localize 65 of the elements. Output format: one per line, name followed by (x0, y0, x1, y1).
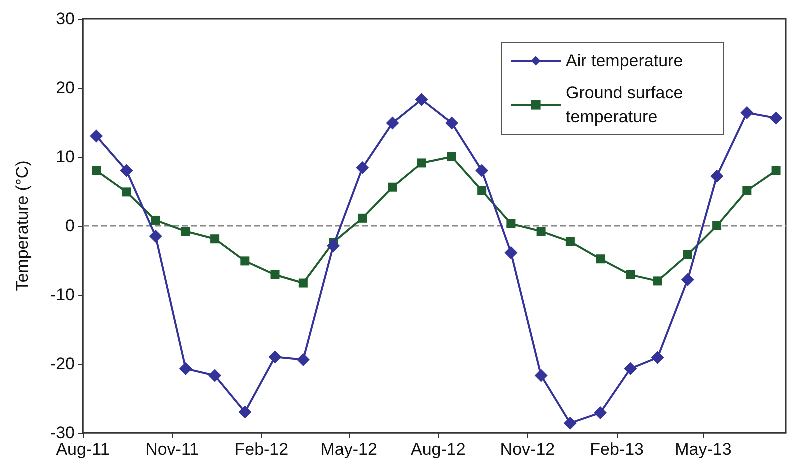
point (240, 256, 250, 266)
point (564, 416, 577, 430)
point (238, 406, 252, 419)
point (624, 362, 638, 376)
point (296, 353, 310, 366)
y-tick-label: 20 (56, 78, 75, 98)
y-tick-label: 10 (56, 148, 75, 166)
point (268, 350, 282, 364)
point (594, 406, 608, 420)
point (772, 166, 781, 176)
x-tick-label: Aug-11 (56, 440, 110, 459)
point (504, 246, 518, 260)
point (447, 152, 456, 162)
x-tick-label: Aug-12 (410, 440, 466, 459)
point (149, 230, 162, 243)
x-tick-label: Feb-12 (234, 440, 289, 459)
point (566, 237, 575, 246)
point (298, 278, 308, 288)
y-tick-label: -20 (50, 354, 75, 374)
legend-label: Air temperature (566, 52, 684, 70)
y-tick-label: -30 (50, 424, 75, 442)
point (536, 227, 546, 236)
point (358, 214, 368, 223)
y-tick-label: 30 (56, 10, 75, 28)
y-tick-label: 0 (66, 216, 75, 236)
point (651, 351, 664, 364)
point (120, 164, 134, 178)
point (181, 227, 190, 236)
point (596, 254, 606, 264)
point (179, 362, 192, 376)
point (742, 186, 752, 196)
point (506, 219, 516, 228)
point (208, 369, 222, 382)
point (683, 250, 692, 260)
y-axis-title: Temperature (°C) (13, 160, 32, 292)
point (534, 369, 548, 382)
point (92, 166, 102, 176)
point (710, 170, 724, 183)
point (90, 130, 104, 143)
point (327, 240, 340, 253)
point (210, 234, 220, 244)
point (151, 216, 160, 225)
point (653, 276, 662, 286)
x-tick-label: Nov-12 (500, 440, 556, 459)
y-tick-label: -10 (50, 286, 75, 304)
x-tick-label: Feb-13 (590, 440, 644, 459)
point (478, 186, 487, 196)
point (712, 222, 722, 230)
point (388, 182, 398, 192)
point (626, 270, 636, 280)
x-tick-label: May-13 (675, 440, 732, 459)
point (356, 162, 370, 175)
legend-label: Ground surface temperature (566, 84, 688, 126)
point (270, 270, 280, 280)
point (681, 273, 694, 286)
x-tick-label: Nov-11 (146, 440, 200, 459)
x-tick-label: May-12 (320, 440, 378, 459)
point (740, 106, 754, 120)
point (122, 188, 132, 197)
point (445, 116, 458, 130)
point (770, 112, 783, 125)
point (476, 164, 489, 178)
point (415, 93, 428, 106)
point (417, 158, 426, 168)
point (386, 116, 400, 130)
